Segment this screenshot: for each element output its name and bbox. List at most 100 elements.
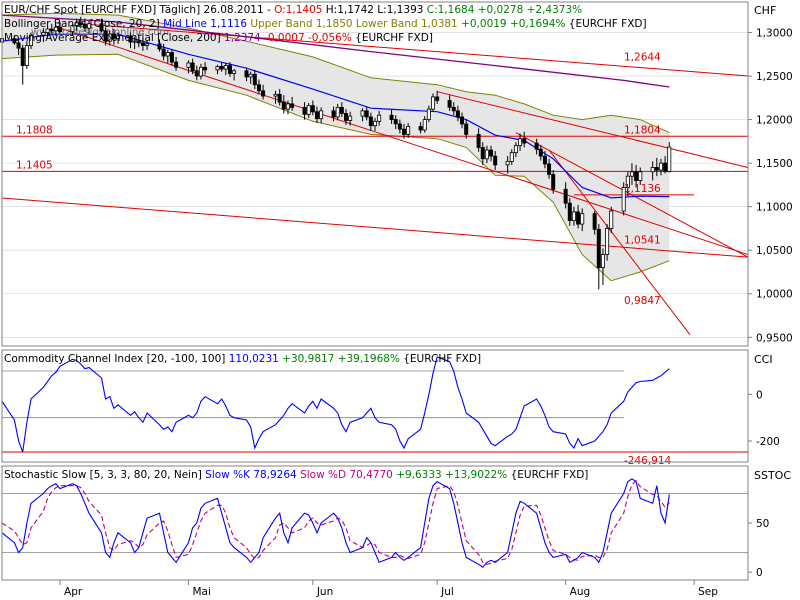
candle-body <box>339 106 344 114</box>
stoch-legend-name: Stochastic Slow [5, 3, 3, 80, 20, Nein] <box>4 469 205 481</box>
cci-panel: -246,914 Commodity Channel Index [20, -10… <box>1 349 780 467</box>
candle-body <box>513 145 518 154</box>
candle-body <box>49 28 54 32</box>
candle-body <box>551 174 556 190</box>
legend-open: O:1,1405 <box>274 4 322 16</box>
price-legend-line-2: Bollinger Bands [Close, 20, 2] Mid Line … <box>4 18 647 30</box>
price-axis-label: 1,1000 <box>756 202 793 214</box>
legend-bb-mid: Mid Line 1,1116 <box>163 18 247 30</box>
stoch-axis-label: SSTOC <box>754 469 791 482</box>
candle-body <box>480 147 485 160</box>
trendline <box>515 132 749 258</box>
candle-body <box>331 110 336 118</box>
candle-body <box>505 160 510 166</box>
candle-body <box>393 119 398 125</box>
candle-body <box>161 48 166 57</box>
cci-axis-value: 0 <box>756 389 763 401</box>
cci-panel-frame <box>1 349 749 463</box>
candle-body <box>518 138 523 147</box>
x-axis: Apr Mai Jun Jul Aug Sep <box>59 580 718 598</box>
candle-body <box>227 65 232 74</box>
candle-body <box>372 120 377 127</box>
stoch-axis-value: 50 <box>756 518 769 530</box>
stoch-d-line <box>1 479 670 565</box>
price-axis-label: 1,1500 <box>756 158 793 170</box>
price-panel-frame <box>1 1 749 347</box>
candle-body <box>281 101 286 110</box>
candle-body <box>455 110 460 118</box>
candle-body <box>493 155 498 166</box>
candle-body <box>273 93 278 97</box>
candle-body <box>426 108 431 120</box>
candle-body <box>285 103 290 110</box>
candle-body <box>600 254 605 269</box>
candle-body <box>547 163 552 175</box>
candle-body <box>335 106 340 118</box>
x-axis-month-label: Jul <box>440 586 454 598</box>
candle-body <box>658 162 663 171</box>
candle-body <box>534 142 539 150</box>
legend-ema-src: {EURCHF FXD] <box>352 32 433 44</box>
candle-body <box>567 202 572 221</box>
stoch-legend-src: {EURCHF FXD] <box>507 469 588 481</box>
candle-body <box>261 90 266 97</box>
candle-body <box>476 133 481 148</box>
price-panel: www.tradesignalonline.com 1,2644 1,1804 1,1… <box>0 1 793 347</box>
candle-body <box>87 23 92 29</box>
candle-body <box>451 106 456 112</box>
legend-close: C:1,1684 +0,0278 +2,4373% <box>427 4 582 16</box>
candle-body <box>29 34 34 46</box>
legend-ema: Moving Average Exponential [Close, 200] <box>4 32 224 44</box>
stoch-k-line <box>1 478 670 568</box>
candle-body <box>215 66 220 71</box>
candle-body <box>74 22 79 26</box>
candle-body <box>596 228 601 269</box>
candle-body <box>107 33 112 42</box>
level-label-left: 1,1405 <box>16 159 53 171</box>
price-axis-label: 1,2000 <box>756 115 793 127</box>
candle-body <box>41 32 46 36</box>
candle-body <box>397 123 402 130</box>
candle-body <box>24 45 29 66</box>
candle-body <box>140 42 145 46</box>
candle-body <box>174 61 179 68</box>
candle-body <box>203 66 208 71</box>
candle-body <box>621 187 626 212</box>
candle-body <box>522 138 527 144</box>
candle-body <box>609 210 614 229</box>
candle-body <box>136 40 141 44</box>
candle-body <box>348 115 353 121</box>
candle-body <box>431 96 436 110</box>
candle-body <box>103 30 108 42</box>
bollinger-lower-band <box>1 53 670 282</box>
candle-body <box>306 105 311 115</box>
candle-body <box>629 171 634 177</box>
trendline <box>437 91 749 168</box>
cci-legend-change: +30,9817 +39,1968% <box>279 353 400 365</box>
candle-body <box>667 146 672 172</box>
candle-body <box>402 128 407 135</box>
candle-body <box>435 96 440 101</box>
candle-body <box>319 110 324 120</box>
stoch-legend: Stochastic Slow [5, 3, 3, 80, 20, Nein] … <box>4 469 588 481</box>
candle-body <box>634 171 639 181</box>
candle-body <box>12 38 17 44</box>
level-label: 1,2644 <box>624 51 661 63</box>
candle-body <box>377 114 382 122</box>
candles <box>0 16 672 290</box>
candle-body <box>116 35 121 39</box>
x-axis-month-label: Sep <box>698 586 718 598</box>
candle-body <box>638 171 643 181</box>
candle-body <box>542 155 547 165</box>
legend-bb-change: +0,0019 +0,1694% <box>458 18 566 30</box>
candle-body <box>418 126 423 131</box>
candle-body <box>314 111 319 120</box>
candle-body <box>45 28 50 33</box>
candle-body <box>16 42 21 49</box>
candle-body <box>484 149 489 160</box>
candle-body <box>290 103 295 108</box>
x-axis-month-label: Aug <box>570 586 591 598</box>
level-label: 1,0541 <box>624 235 661 247</box>
price-legend-line-3: Moving Average Exponential [Close, 200] … <box>4 32 433 44</box>
candle-body <box>302 106 307 115</box>
